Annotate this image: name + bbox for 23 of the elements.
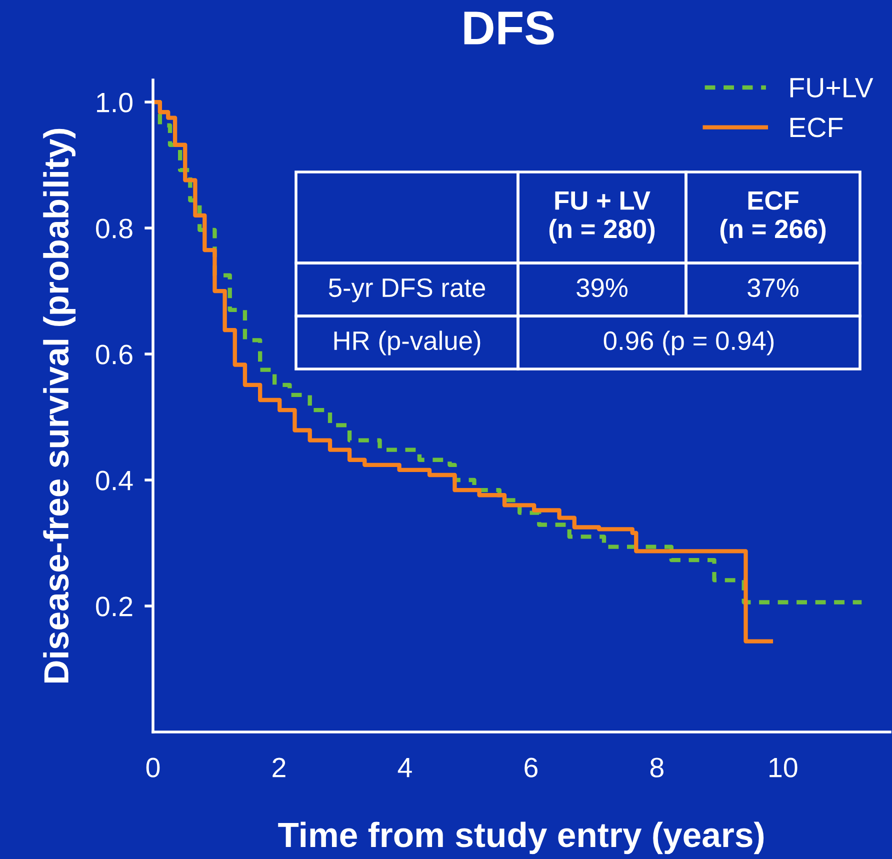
- x-tick-label: 10: [770, 758, 798, 778]
- y-tick-label: 1.0: [97, 92, 132, 112]
- legend-label: ECF: [790, 118, 843, 138]
- x-tick-label: 0: [146, 758, 160, 778]
- annotation: FU + LV (n = 280): [549, 191, 655, 244]
- y-tick-label: 0.2: [96, 596, 132, 616]
- annotation: 37%: [748, 278, 798, 298]
- annotation: ECF (n = 266): [720, 191, 826, 244]
- chart-title: DFS: [464, 11, 554, 45]
- y-tick-label: 0.6: [96, 344, 132, 364]
- annotation: 39%: [576, 278, 628, 298]
- annotation: 5-yr DFS rate: [328, 278, 486, 302]
- y-tick-label: 0.8: [96, 218, 132, 238]
- x-tick-label: 4: [398, 758, 412, 778]
- y-tick-label: 0.4: [96, 470, 133, 490]
- x-tick-label: 8: [650, 758, 664, 778]
- annotation: HR (p-value): [334, 330, 480, 356]
- x-tick-label: 2: [272, 758, 286, 778]
- x-axis-title: Time from study entry (years): [278, 822, 764, 854]
- x-tick-label: 6: [524, 758, 538, 778]
- annotation: 0.96 (p = 0.94): [604, 330, 774, 356]
- legend-label: FU+LV: [790, 78, 874, 98]
- y-axis-title: Disease-free survival (probability): [43, 128, 76, 683]
